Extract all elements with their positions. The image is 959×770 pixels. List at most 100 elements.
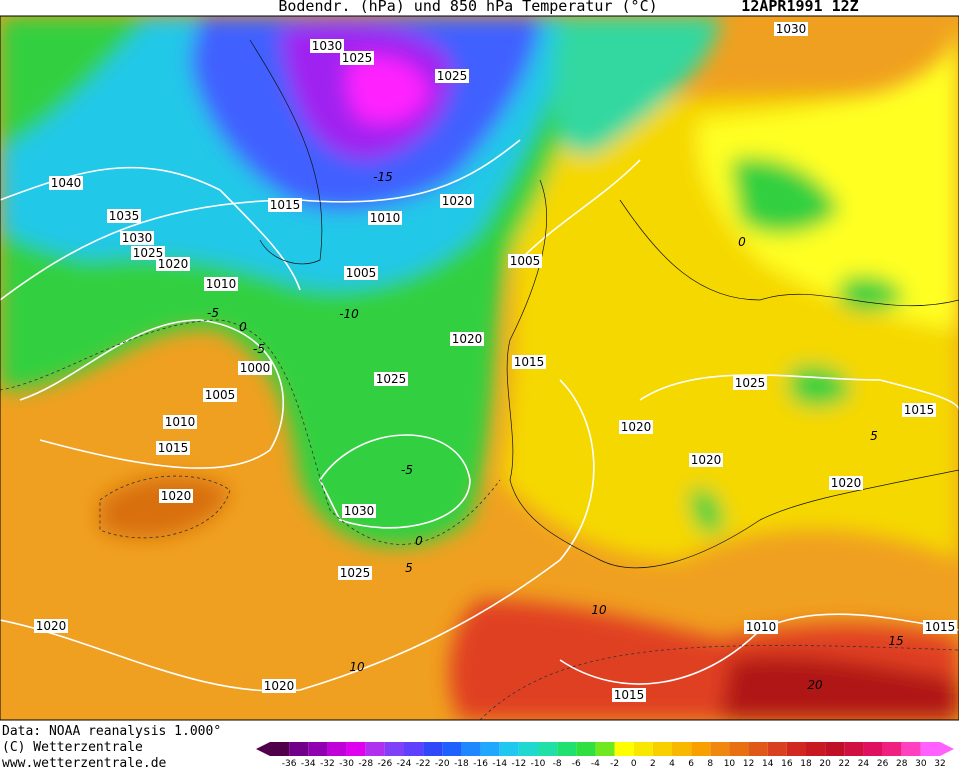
colorbar-tick-label: -34 xyxy=(301,759,316,769)
isobar-label-box xyxy=(163,415,197,429)
isobar-label: 1025 xyxy=(342,51,373,65)
isobar-label: 1040 xyxy=(51,176,82,190)
isobar-label-box xyxy=(268,198,302,212)
isobar-label: 1015 xyxy=(270,198,301,212)
isotherm-label: 15 xyxy=(888,634,903,648)
colorbar-tick-label: -22 xyxy=(416,759,431,769)
isobar-label: 1005 xyxy=(510,254,541,268)
colorbar-segment xyxy=(825,742,845,756)
map-field xyxy=(0,16,959,720)
colorbar-tick-label: -16 xyxy=(473,759,488,769)
isobar-label-box xyxy=(450,332,484,346)
colorbar-tick-label: 16 xyxy=(781,759,793,769)
colorbar-segment xyxy=(748,742,768,756)
colorbar-segment xyxy=(538,742,558,756)
isobar-label: 1020 xyxy=(442,194,473,208)
isobar-label-box xyxy=(435,69,469,83)
colorbar-segment xyxy=(404,742,424,756)
isotherm-label: 10 xyxy=(591,603,607,617)
isotherm-label: -10 xyxy=(339,307,359,321)
colorbar-segment xyxy=(729,742,749,756)
isobar-label-box xyxy=(34,619,68,633)
colorbar-tick-label: 22 xyxy=(839,759,850,769)
isotherm-label: 0 xyxy=(738,235,746,249)
colorbar-tick-label: -20 xyxy=(435,759,450,769)
colorbar-tick-label: -30 xyxy=(339,759,354,769)
colorbar: -36 -34 -32 -30 -28 -26 -24 -22 -20 -18 -16 -14 -12-… xyxy=(256,742,954,769)
map-frame xyxy=(0,15,959,721)
isobar-label: 1025 xyxy=(437,69,468,83)
isotherm-label: 5 xyxy=(405,561,413,575)
isobar-label-box xyxy=(131,246,165,260)
isotherm-label: 5 xyxy=(870,429,878,443)
colorbar-tick-label: -36 xyxy=(282,759,297,769)
isobar-label-box xyxy=(923,620,957,634)
isobar-label: 1005 xyxy=(346,266,377,280)
isobar-label: 1025 xyxy=(735,376,766,390)
isobar-label: 1015 xyxy=(614,688,645,702)
isobar-label: 1025 xyxy=(340,566,371,580)
isobar-label-box xyxy=(512,355,546,369)
isobar-label-box xyxy=(744,620,778,634)
isobar-label: 1010 xyxy=(206,277,237,291)
isobar-label: 1020 xyxy=(452,332,483,346)
isotherm-label: -5 xyxy=(207,306,219,320)
isobar-label-box xyxy=(262,679,296,693)
colorbar-segment xyxy=(442,742,462,756)
isobar-label-box xyxy=(120,231,154,245)
isobar-label-box xyxy=(508,254,542,268)
isobar-label: 1030 xyxy=(312,39,343,53)
colorbar-tick-label: 0 xyxy=(631,759,637,769)
colorbar-segment xyxy=(633,742,653,756)
isobar-label: 1015 xyxy=(514,355,545,369)
isobar-label-box xyxy=(342,504,376,518)
footer-source: Data: NOAA reanalysis 1.000° xyxy=(2,724,221,739)
isotherms xyxy=(0,319,959,720)
isobar-label: 1025 xyxy=(133,246,164,260)
footer-copyright: (C) Wetterzentrale xyxy=(2,740,143,755)
isobar-label-box xyxy=(310,39,344,53)
colorbar-tick-label: 26 xyxy=(877,759,889,769)
colorbar-segment xyxy=(595,742,615,756)
colorbar-segment xyxy=(346,742,366,756)
colorbar-segment xyxy=(289,742,309,756)
colorbar-segment xyxy=(557,742,577,756)
colorbar-tick-label: 2 xyxy=(650,759,656,769)
colorbar-segment xyxy=(844,742,864,756)
colorbar-tick-label: -12 xyxy=(512,759,527,769)
colorbar-segment xyxy=(652,742,672,756)
colorbar-segment xyxy=(614,742,634,756)
isobar-label: 1005 xyxy=(205,388,236,402)
colorbar-tick-label: 28 xyxy=(896,759,908,769)
isotherm-label: 0 xyxy=(239,320,247,334)
colorbar-segment xyxy=(384,742,404,756)
colorbar-tick-label: 14 xyxy=(762,759,774,769)
isobar-label: 1030 xyxy=(122,231,153,245)
isobar-label-box xyxy=(107,209,141,223)
colorbar-tick-label: -14 xyxy=(492,759,507,769)
isobar-label: 1015 xyxy=(158,441,189,455)
colorbar-right-arrow xyxy=(940,742,954,756)
isotherm-label: -5 xyxy=(253,342,265,356)
isobar-label-box xyxy=(156,257,190,271)
coastlines xyxy=(249,39,959,569)
isobar-label: 1020 xyxy=(36,619,67,633)
colorbar-segment xyxy=(672,742,692,756)
colorbar-tick-label: -8 xyxy=(553,759,562,769)
colorbar-tick-label: -18 xyxy=(454,759,469,769)
isobar-label-box xyxy=(733,376,767,390)
colorbar-segment xyxy=(270,742,290,756)
colorbar-segment xyxy=(767,742,787,756)
colorbar-tick-label: 24 xyxy=(858,759,870,769)
colorbar-tick-label: 18 xyxy=(800,759,812,769)
map-title: Bodendr. (hPa) und 850 hPa Temperatur (°… xyxy=(278,0,657,15)
colorbar-tick-label: -10 xyxy=(531,759,546,769)
colorbar-segment xyxy=(691,742,711,756)
colorbar-tick-label: 8 xyxy=(707,759,713,769)
colorbar-tick-label: 12 xyxy=(743,759,754,769)
colorbar-segment xyxy=(901,742,921,756)
labels: 1030102510251030104010351030102510201015… xyxy=(34,22,957,702)
isotherm-label: 0 xyxy=(415,534,423,548)
isobars xyxy=(0,139,959,692)
